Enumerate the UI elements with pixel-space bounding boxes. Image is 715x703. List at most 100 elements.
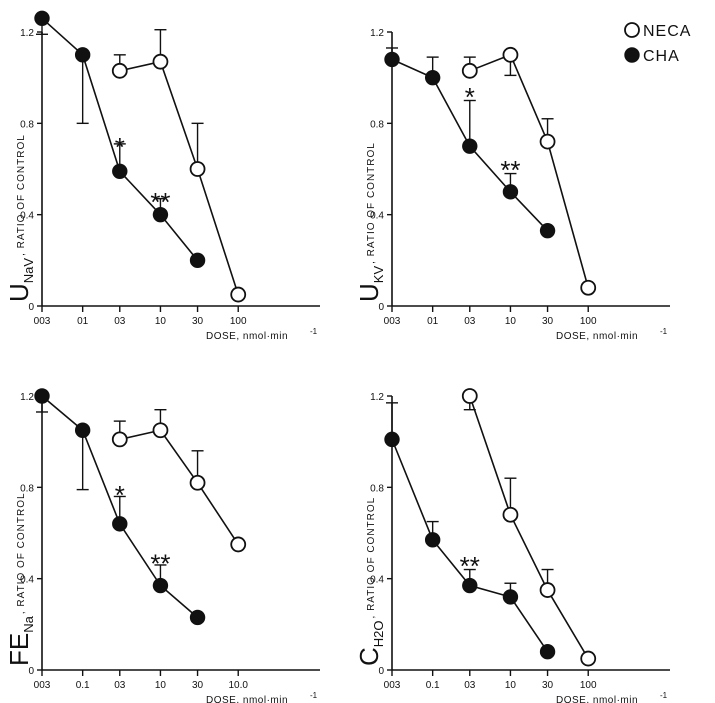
ch2o-neca-line: [469, 395, 589, 659]
ch2o-x-tick-label: 03: [464, 680, 476, 691]
legend-neca-label: NECA: [643, 23, 691, 40]
fena-neca-point: [111, 431, 128, 448]
unav-neca-line: [119, 60, 239, 295]
unav-cha-point: [112, 163, 128, 179]
unav-cha-point: [74, 47, 91, 63]
unav-x-axis-label-sup: -1: [310, 327, 318, 336]
ch2o-x-tick-label: 0.1: [426, 680, 440, 691]
ch2o-x-tick-label: 003: [384, 680, 401, 691]
fena-neca-point: [152, 422, 169, 439]
fena-cha-point: [189, 609, 206, 626]
unav-y-tick-label: 0.4: [20, 211, 34, 222]
ch2o-neca-point: [539, 582, 556, 598]
chart-ch2o: 0 0.4 0.8 1.2 003 0.1 03 10 30 100 DOSE, nmol·min -…: [354, 388, 670, 703]
ukv-significance-marker: **: [500, 155, 520, 185]
fena-neca-point: [189, 474, 206, 491]
ch2o-x-axis-label-sup: -1: [660, 691, 668, 700]
ukv-y-label-sub: KV: [371, 266, 386, 284]
ukv-y-tick-label: 0: [378, 302, 384, 313]
fena-x-tick-label: 03: [114, 680, 126, 691]
ukv-y-tick-label: 0.4: [370, 211, 384, 222]
ch2o-cha-point: [424, 532, 441, 548]
chart-ukv: 0 0.4 0.8 1.2 003 01 03 10 30 100 DOSE, nmol·min -1…: [354, 28, 670, 342]
ch2o-y-label-main: C: [354, 647, 384, 666]
ukv-neca-line: [469, 53, 589, 288]
fena-y-axis-label-text: FENa, RATIO OF CONTROL: [4, 492, 36, 666]
unav-x-axis-label: DOSE, nmol·min: [206, 331, 288, 342]
unav-neca-point: [111, 62, 128, 79]
fena-y-label-sub: Na: [21, 615, 36, 632]
chart-unav: 0 0.4 0.8 1.2 003 01 03 10 30 100 DOSE, nmol·min -1…: [4, 10, 320, 342]
ch2o-y-tick-label: 0: [378, 666, 384, 677]
unav-cha-point: [152, 206, 169, 223]
unav-neca-point: [152, 53, 169, 70]
ch2o-y-tick-label: 1.2: [370, 392, 384, 403]
unav-x-tick-label: 10: [155, 316, 167, 327]
ch2o-cha-point: [462, 577, 478, 594]
fena-x-tick-label: 0.1: [76, 680, 90, 691]
fena-neca-point: [230, 536, 247, 553]
unav-significance-marker: **: [150, 187, 170, 217]
unav-y-label-sub: NaV: [21, 258, 36, 284]
ch2o-y-tick-label: 0.8: [370, 483, 384, 494]
fena-y-axis-label: FENa, RATIO OF CONTROL: [4, 492, 36, 666]
ukv-x-tick-label: 003: [384, 316, 401, 327]
legend-cha-marker: [624, 47, 640, 63]
ukv-cha-point: [539, 222, 556, 239]
ch2o-x-tick-label: 100: [580, 680, 597, 691]
unav-y-axis-label: UNaV , RATIO OF CONTROL: [4, 134, 36, 302]
unav-significance-marker: *: [115, 132, 125, 162]
fena-x-axis-label: DOSE, nmol·min: [206, 695, 288, 703]
ukv-cha-point: [384, 51, 400, 68]
ch2o-neca-point: [461, 388, 478, 404]
unav-cha-point: [189, 252, 206, 269]
fena-neca-line: [119, 429, 239, 545]
ch2o-x-tick-label: 10: [505, 680, 517, 691]
ch2o-y-label-small: , RATIO OF CONTROL: [366, 497, 377, 619]
fena-y-tick-label: 1.2: [20, 392, 34, 403]
ukv-y-axis-label: UKV , RATIO OF CONTROL: [354, 142, 386, 302]
ukv-y-label-main: U: [354, 283, 384, 302]
unav-x-tick-label: 01: [77, 316, 89, 327]
ch2o-neca-point: [502, 506, 519, 523]
ukv-neca-point: [580, 279, 597, 296]
ch2o-x-axis-label: DOSE, nmol·min: [556, 695, 638, 703]
unav-y-axis-label-text: UNaV , RATIO OF CONTROL: [4, 134, 36, 302]
unav-x-tick-label: 03: [114, 316, 126, 327]
fena-y-tick-label: 0.4: [20, 575, 34, 586]
fena-x-tick-label: 003: [34, 680, 51, 691]
fena-x-tick-label: 30: [192, 680, 204, 691]
fena-y-label-small: , RATIO OF CONTROL: [16, 492, 27, 614]
fena-y-tick-label: 0.8: [20, 483, 34, 494]
ukv-cha-point: [502, 184, 519, 200]
unav-cha-point: [34, 10, 50, 26]
ch2o-neca-point: [580, 650, 597, 667]
ukv-x-tick-label: 01: [427, 316, 439, 327]
legend-item-cha: CHA: [624, 47, 679, 65]
fena-cha-point: [34, 388, 50, 404]
ukv-x-tick-label: 03: [464, 316, 476, 327]
fena-x-tick-label: 10: [155, 680, 167, 691]
ukv-y-label-small: , RATIO OF CONTROL: [366, 142, 377, 264]
unav-y-label-main: U: [4, 283, 34, 302]
ukv-cha-point: [462, 138, 478, 154]
legend-item-neca: NECA: [624, 22, 691, 40]
ch2o-cha-point: [539, 644, 556, 660]
fena-significance-marker: **: [150, 549, 170, 579]
ukv-neca-point: [539, 133, 556, 150]
fena-x-axis-label-sup: -1: [310, 691, 318, 700]
ukv-y-tick-label: 1.2: [370, 28, 384, 39]
unav-x-tick-label: 003: [34, 316, 51, 327]
fena-significance-marker: *: [115, 480, 125, 510]
ukv-x-tick-label: 10: [505, 316, 517, 327]
unav-y-tick-label: 0.8: [20, 119, 34, 130]
ch2o-x-tick-label: 30: [542, 680, 554, 691]
ukv-significance-marker: *: [465, 82, 475, 112]
ukv-cha-point: [424, 69, 441, 86]
ch2o-y-axis-label-text: CH2O, RATIO OF CONTROL: [354, 497, 386, 666]
unav-y-label-small: , RATIO OF CONTROL: [16, 134, 27, 256]
fena-x-tick-label: 10.0: [228, 680, 248, 691]
fena-cha-point: [74, 422, 91, 438]
ch2o-y-axis-label: CH2O, RATIO OF CONTROL: [354, 497, 386, 666]
